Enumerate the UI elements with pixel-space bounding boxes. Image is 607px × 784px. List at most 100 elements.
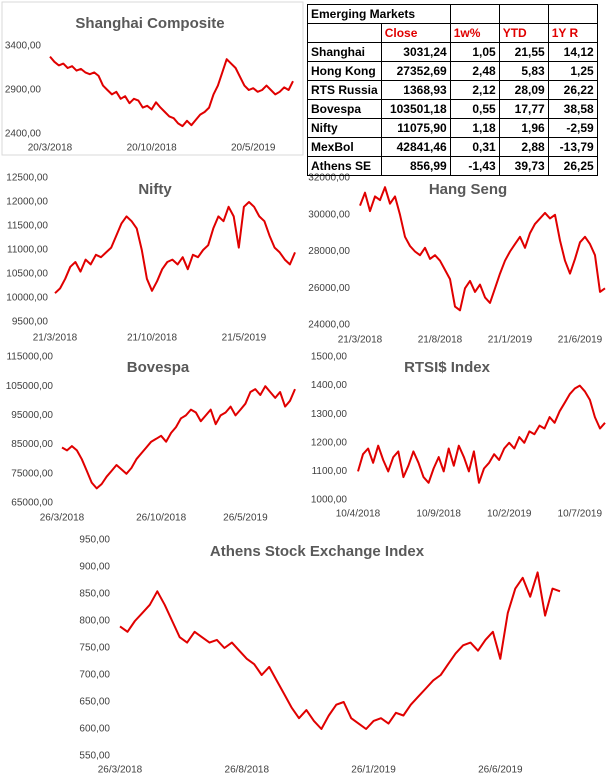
empty-cell — [547, 4, 598, 24]
y-tick-label: 65000,00 — [11, 498, 53, 509]
x-tick-label: 10/2/2019 — [487, 509, 532, 520]
table-row: MexBol 42841,46 0,31 2,88 -13,79 — [307, 137, 598, 157]
y-tick-label: 1200,00 — [311, 437, 348, 448]
chart-title: Bovespa — [127, 359, 190, 376]
price-line — [357, 384, 606, 484]
cell: 26,22 — [547, 80, 598, 100]
cell: 17,77 — [498, 99, 549, 119]
chart-title: Hang Seng — [429, 181, 507, 198]
y-tick-label: 12000,00 — [6, 197, 48, 208]
y-tick-label: 600,00 — [79, 724, 110, 735]
cell: 27352,69 — [380, 61, 451, 81]
header-row: Close 1w% YTD 1Y R — [307, 23, 598, 43]
y-tick-label: 11500,00 — [7, 221, 48, 232]
cell: 3031,24 — [380, 42, 451, 62]
table-row: RTS Russia 1368,93 2,12 28,09 26,22 — [307, 80, 598, 100]
price-line — [119, 571, 561, 730]
y-tick-label: 115000,00 — [6, 352, 53, 363]
y-tick-label: 28000,00 — [308, 246, 350, 257]
cell: 0,31 — [449, 137, 500, 157]
cell: 2,12 — [449, 80, 500, 100]
y-tick-label: 24000,00 — [308, 320, 350, 331]
cell: 1,96 — [498, 118, 549, 138]
y-tick-label: 26000,00 — [308, 283, 350, 294]
cell: 21,55 — [498, 42, 549, 62]
row-label: RTS Russia — [307, 80, 382, 100]
column-header: Close — [380, 23, 451, 43]
cell: 0,55 — [449, 99, 500, 119]
x-tick-label: 21/1/2019 — [488, 335, 533, 346]
chart-title: Nifty — [138, 181, 172, 198]
cell: 856,99 — [380, 156, 451, 176]
y-tick-label: 700,00 — [79, 670, 110, 681]
cell: 11075,90 — [380, 118, 451, 138]
y-tick-label: 10500,00 — [6, 269, 48, 280]
price-line — [49, 55, 294, 128]
chart-title: RTSI$ Index — [404, 359, 491, 376]
chart-title: Shanghai Composite — [75, 15, 224, 32]
y-tick-label: 650,00 — [79, 697, 110, 708]
x-tick-label: 21/10/2018 — [127, 333, 177, 344]
y-tick-label: 550,00 — [79, 751, 110, 762]
y-tick-label: 2900,00 — [5, 85, 42, 96]
y-tick-label: 2400,00 — [5, 129, 42, 140]
cell: 1368,93 — [380, 80, 451, 100]
table-row: Hong Kong 27352,69 2,48 5,83 1,25 — [307, 61, 598, 81]
x-tick-label: 26/8/2018 — [225, 765, 270, 776]
y-tick-label: 1000,00 — [311, 495, 348, 506]
y-tick-label: 30000,00 — [308, 209, 350, 220]
chart-frame — [1, 1, 304, 156]
cell: 5,83 — [498, 61, 549, 81]
cell: -1,43 — [449, 156, 500, 176]
y-tick-label: 105000,00 — [6, 381, 54, 392]
cell: 2,48 — [449, 61, 500, 81]
y-tick-label: 900,00 — [79, 562, 110, 573]
y-tick-label: 95000,00 — [11, 410, 53, 421]
price-line — [61, 385, 296, 490]
x-tick-label: 26/3/2018 — [98, 765, 143, 776]
cell: 42841,46 — [380, 137, 451, 157]
x-tick-label: 20/3/2018 — [28, 143, 73, 154]
y-tick-label: 75000,00 — [11, 468, 53, 479]
x-tick-label: 26/10/2018 — [136, 513, 186, 524]
cell: 1,05 — [449, 42, 500, 62]
column-header: 1Y R — [547, 23, 598, 43]
y-tick-label: 750,00 — [79, 643, 110, 654]
empty-cell — [498, 4, 549, 24]
x-tick-label: 26/3/2018 — [40, 513, 85, 524]
empty-cell — [449, 4, 500, 24]
x-tick-label: 10/4/2018 — [336, 509, 381, 520]
y-tick-label: 12500,00 — [6, 173, 48, 184]
cell: 1,25 — [547, 61, 598, 81]
cell: -2,59 — [547, 118, 598, 138]
y-tick-label: 1100,00 — [312, 466, 348, 477]
y-tick-label: 85000,00 — [11, 439, 53, 450]
x-tick-label: 26/1/2019 — [351, 765, 396, 776]
empty-cell — [307, 23, 382, 43]
x-tick-label: 21/6/2019 — [558, 335, 603, 346]
x-tick-label: 26/5/2019 — [223, 513, 268, 524]
row-label: Hong Kong — [307, 61, 382, 81]
x-tick-label: 20/10/2018 — [127, 143, 177, 154]
price-line — [54, 201, 296, 294]
table-row: Shanghai 3031,24 1,05 21,55 14,12 — [307, 42, 598, 62]
x-tick-label: 21/3/2018 — [338, 335, 383, 346]
x-tick-label: 21/5/2019 — [222, 333, 267, 344]
y-tick-label: 3400,00 — [5, 41, 42, 52]
row-label: Athens SE — [307, 156, 382, 176]
x-tick-label: 10/9/2018 — [416, 509, 461, 520]
cell: 1,18 — [449, 118, 500, 138]
price-line — [359, 186, 606, 312]
table-row: Nifty 11075,90 1,18 1,96 -2,59 — [307, 118, 598, 138]
cell: 28,09 — [498, 80, 549, 100]
y-tick-label: 800,00 — [79, 616, 110, 627]
row-label: Shanghai — [307, 42, 382, 62]
cell: -13,79 — [547, 137, 598, 157]
y-tick-label: 32000,00 — [308, 173, 350, 184]
y-tick-label: 1400,00 — [311, 380, 348, 391]
x-tick-label: 21/8/2018 — [418, 335, 463, 346]
y-tick-label: 11000,00 — [7, 245, 48, 256]
row-label: Nifty — [307, 118, 382, 138]
